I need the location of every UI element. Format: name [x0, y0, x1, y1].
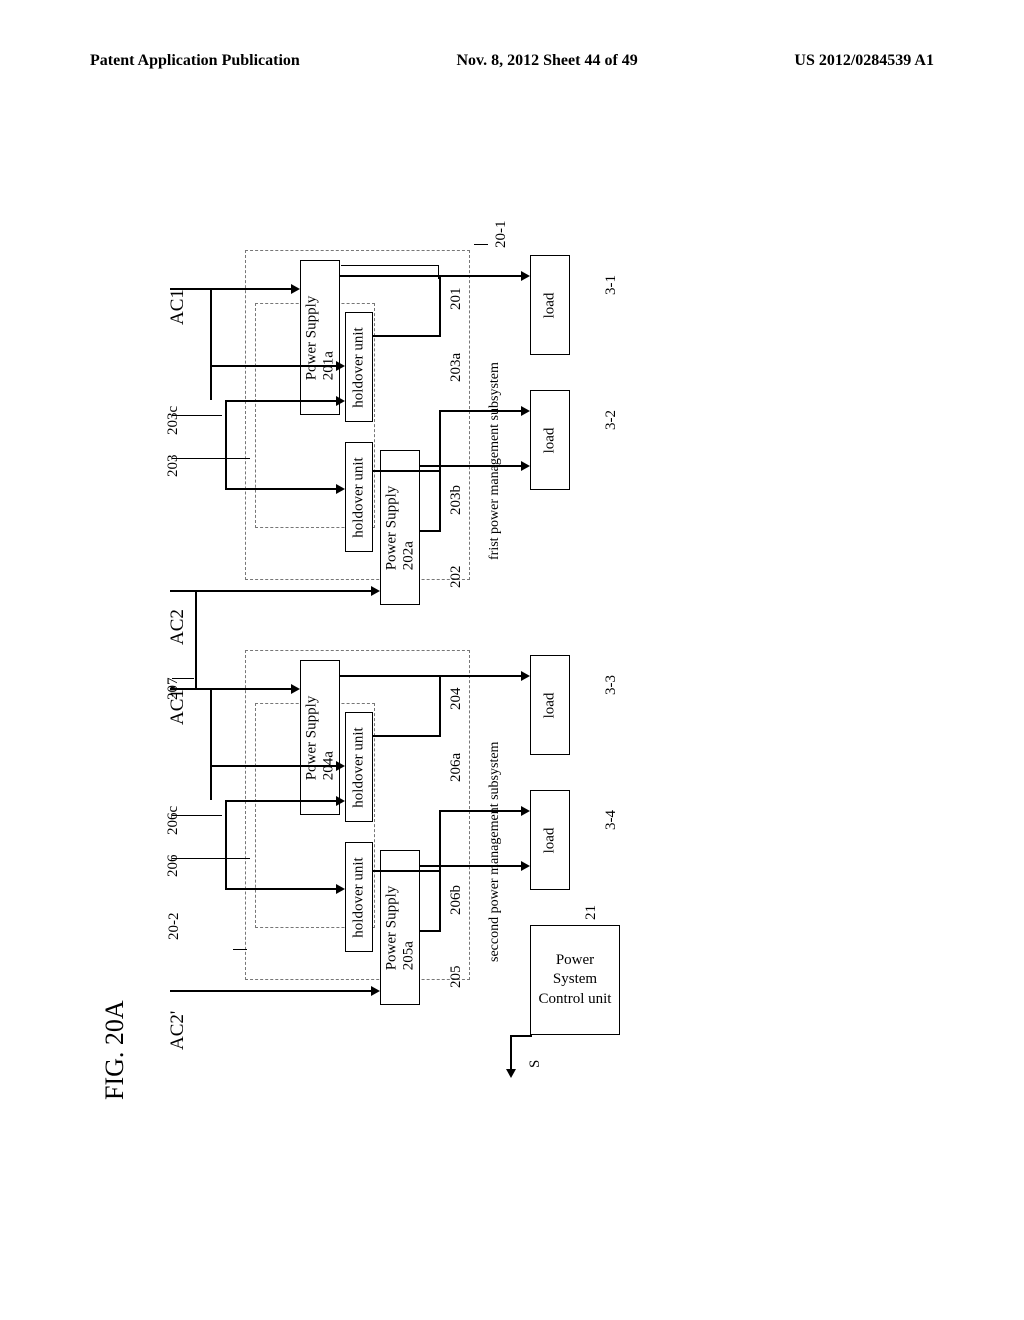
- control-unit: Power System Control unit: [530, 925, 620, 1035]
- ref-206b: 206b: [448, 885, 465, 915]
- figure-label: FIG. 20A: [100, 1000, 130, 1100]
- ref-20-2: 20-2: [166, 913, 183, 941]
- wire-ac1-drop: [210, 288, 212, 400]
- ref-202: 202: [448, 566, 465, 589]
- diagram: FIG. 20A AC1 AC2 AC1' AC2' frist power m…: [90, 170, 620, 1110]
- wire-207: [195, 590, 197, 690]
- page-header: Patent Application Publication Nov. 8, 2…: [90, 52, 934, 70]
- wire-203b-out: [373, 470, 441, 472]
- load-4: load: [530, 790, 570, 890]
- wire-203a-out: [373, 335, 441, 337]
- ac2p-label: AC2': [167, 1011, 189, 1050]
- wire-203a-in: [210, 365, 337, 367]
- wire-203a-extra: [225, 400, 337, 402]
- ref-203b: 203b: [448, 485, 465, 515]
- wire-206a-extra: [225, 800, 337, 802]
- load-3: load: [530, 655, 570, 755]
- ac1-label: AC1: [167, 289, 189, 325]
- ref-203c: 203c: [165, 406, 182, 435]
- wire-206b-out: [373, 870, 441, 872]
- ref-3-3: 3-3: [603, 675, 620, 695]
- subsystem-1-label: frist power management subsystem: [487, 362, 503, 560]
- ref-207: 207: [165, 678, 182, 701]
- wire-psu201-load1: [340, 275, 522, 277]
- ref-206a: 206a: [448, 753, 465, 782]
- holdover-203a: holdover unit: [345, 312, 373, 422]
- signal-s-line: [510, 1035, 512, 1070]
- ref-203a: 203a: [448, 353, 465, 382]
- wire-203b-in: [225, 488, 337, 490]
- ref-21: 21: [583, 905, 600, 920]
- wire-206a-in: [210, 765, 337, 767]
- ref-3-1: 3-1: [603, 275, 620, 295]
- wire-206b-in: [225, 888, 337, 890]
- header-right: US 2012/0284539 A1: [794, 52, 934, 70]
- wire-psu204-load3: [340, 675, 522, 677]
- header-center: Nov. 8, 2012 Sheet 44 of 49: [456, 52, 637, 70]
- header-left: Patent Application Publication: [90, 52, 300, 70]
- wire-psu202-load2: [420, 465, 522, 467]
- wire-merge-load2: [439, 410, 522, 412]
- wire-ac2p-psu205: [170, 990, 372, 992]
- ac2-label: AC2: [167, 609, 189, 645]
- ref-3-4: 3-4: [603, 810, 620, 830]
- wire-206c-bus: [225, 800, 227, 890]
- ref-204: 204: [448, 688, 465, 711]
- subsystem-2-label: seccond power management subsystem: [487, 742, 503, 962]
- psu-202: Power Supply202a: [380, 450, 420, 605]
- ref-s: S: [527, 1060, 544, 1068]
- holdover-203b: holdover unit: [345, 442, 373, 552]
- wire-206a-out: [373, 735, 441, 737]
- ref-206c: 206c: [165, 806, 182, 835]
- load-2: load: [530, 390, 570, 490]
- holdover-206a: holdover unit: [345, 712, 373, 822]
- psu-201: Power Supply201a: [300, 260, 340, 415]
- ref-205: 205: [448, 966, 465, 989]
- wire-ac1-psu201: [170, 288, 292, 290]
- psu-205: Power Supply205a: [380, 850, 420, 1005]
- psu-204: Power Supply204a: [300, 660, 340, 815]
- ref-201: 201: [448, 288, 465, 311]
- ref-3-2: 3-2: [603, 410, 620, 430]
- wire-merge-load4: [439, 810, 522, 812]
- load-1: load: [530, 255, 570, 355]
- ref-20-1: 20-1: [493, 221, 510, 249]
- wire-psu205-load4: [420, 865, 522, 867]
- wire-ac1p-drop: [210, 688, 212, 800]
- wire-203c-bus: [225, 400, 227, 490]
- wire-ac1p-psu204: [170, 688, 292, 690]
- holdover-206b: holdover unit: [345, 842, 373, 952]
